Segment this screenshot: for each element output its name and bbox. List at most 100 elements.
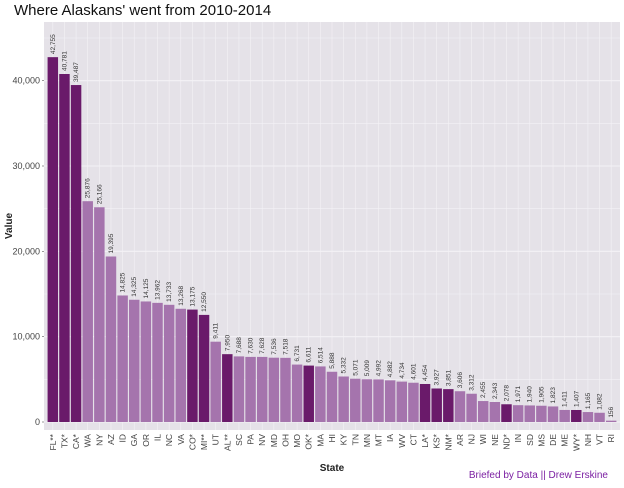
bar [163, 304, 175, 422]
x-tick-label: ND* [501, 433, 511, 449]
x-tick-label: NC [164, 434, 174, 446]
data-label: 39,487 [73, 62, 80, 82]
data-label: 156 [608, 406, 615, 417]
x-tick-label: NM* [443, 433, 453, 450]
x-tick-label: TN [350, 434, 360, 445]
bar [198, 314, 210, 422]
data-label: 1,940 [527, 386, 534, 403]
data-label: 25,876 [85, 178, 92, 198]
x-tick-label: NY [94, 434, 104, 446]
x-axis: FL** TX* CA* WA NY AZ ID GA OR IL NC VA CO* MI** UT AL*… [48, 433, 616, 451]
value-labels-layer: 42,755 40,781 39,487 25,876 25,166 19,395 14,8… [50, 34, 615, 418]
data-label: 14,325 [131, 276, 138, 296]
data-label: 1,407 [573, 390, 580, 407]
bar [443, 389, 454, 422]
bar [605, 420, 617, 422]
bar [338, 376, 349, 422]
bar [210, 341, 221, 422]
data-label: 13,175 [189, 286, 196, 306]
bar [105, 256, 117, 422]
bar [431, 388, 442, 422]
data-label: 25,166 [96, 184, 103, 204]
data-label: 4,882 [387, 361, 394, 378]
data-label: 6,731 [294, 345, 301, 362]
data-label: 13,962 [155, 280, 162, 300]
y-axis-title: Value [4, 213, 15, 240]
data-label: 4,992 [376, 360, 383, 377]
bar [466, 393, 477, 422]
bar [59, 74, 70, 422]
x-tick-label: IL [153, 434, 163, 441]
bar [501, 404, 512, 422]
x-tick-label: WV [397, 434, 407, 448]
data-label: 4,601 [410, 363, 417, 380]
data-label: 7,536 [271, 338, 278, 355]
data-label: 2,455 [480, 381, 487, 398]
x-tick-label: WI [478, 434, 488, 444]
data-label: 1,082 [597, 393, 604, 410]
bar [94, 207, 105, 422]
y-axis: 0 10,000 20,000 30,000 40,000 [12, 76, 44, 427]
x-tick-label: IN [513, 434, 523, 443]
x-tick-label: MS [536, 434, 546, 447]
x-tick-label: TX* [59, 433, 69, 448]
data-label: 1,905 [538, 386, 545, 403]
data-label: 6,514 [317, 347, 324, 364]
x-tick-label: CA* [71, 433, 81, 449]
bar [361, 379, 373, 422]
data-label: 7,950 [224, 335, 231, 352]
bar [524, 405, 535, 422]
y-tick-label: 40,000 [12, 76, 40, 86]
bar [454, 391, 466, 422]
bar [512, 405, 524, 422]
data-label: 3,312 [469, 374, 476, 391]
data-label: 5,009 [364, 360, 371, 377]
data-label: 19,395 [108, 233, 115, 253]
x-tick-label: AR [455, 434, 465, 446]
x-tick-label: VA [176, 434, 186, 445]
bar [140, 301, 152, 422]
x-tick-label: MN [362, 434, 372, 447]
bar [477, 401, 489, 422]
bar [594, 412, 605, 422]
x-tick-label: MI** [199, 433, 209, 450]
x-axis-title: State [320, 463, 345, 474]
y-tick-label: 10,000 [12, 332, 40, 342]
x-tick-label: FL** [48, 433, 58, 450]
data-label: 13,268 [178, 286, 185, 306]
x-tick-label: DE [548, 434, 558, 446]
x-tick-label: NJ [467, 434, 477, 444]
chart-title: Where Alaskans' went from 2010-2014 [14, 2, 272, 19]
bar [547, 406, 559, 422]
caption: Briefed by Data || Drew Erskine [468, 470, 608, 481]
bar [384, 380, 396, 422]
data-label: 7,688 [236, 337, 243, 354]
x-tick-label: IA [385, 434, 395, 442]
bar [408, 382, 419, 422]
bar [152, 302, 163, 422]
x-tick-label: AZ [106, 434, 116, 445]
bar [536, 405, 547, 422]
x-tick-label: LA* [420, 433, 430, 447]
y-tick-label: 30,000 [12, 161, 40, 171]
bar [82, 201, 93, 422]
bar [175, 308, 187, 422]
data-label: 9,411 [213, 323, 220, 339]
x-tick-label: MT [374, 434, 384, 446]
bar [233, 356, 245, 422]
bar [256, 356, 268, 422]
x-tick-label: OH [280, 434, 290, 447]
data-label: 1,823 [550, 387, 557, 404]
x-tick-label: RI [606, 434, 616, 443]
bar [489, 402, 501, 422]
bar [117, 295, 128, 422]
x-tick-label: UT [211, 434, 221, 445]
bar [47, 57, 59, 422]
data-label: 2,343 [492, 382, 499, 399]
bar [268, 357, 280, 422]
bar [303, 365, 314, 422]
x-tick-label: ME [560, 434, 570, 447]
x-tick-label: WA [83, 434, 93, 448]
data-label: 42,755 [50, 34, 57, 54]
x-tick-label: CO* [187, 433, 197, 450]
